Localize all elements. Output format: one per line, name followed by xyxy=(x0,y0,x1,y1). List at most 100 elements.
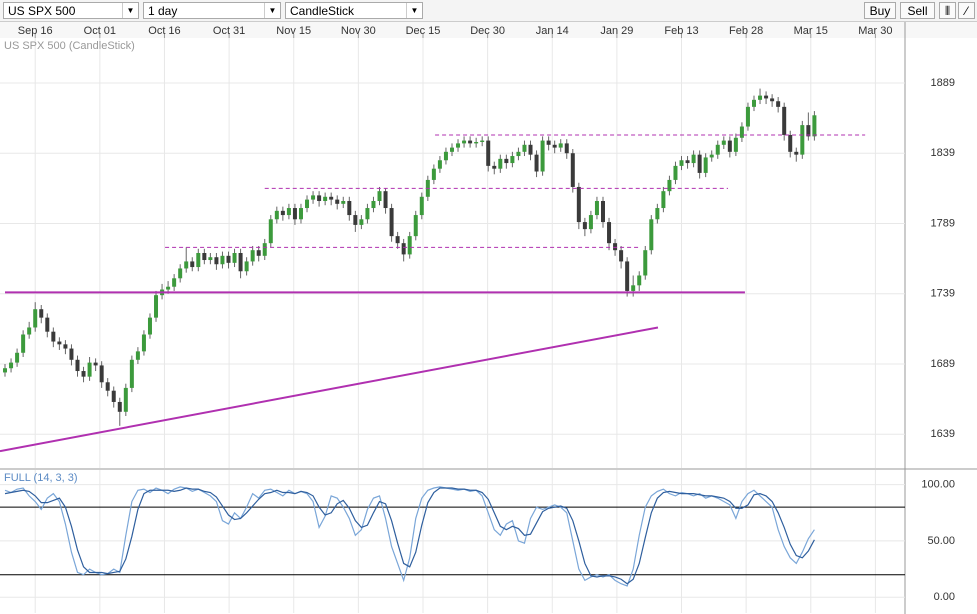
candle-body xyxy=(305,199,310,209)
candle-body xyxy=(214,257,219,265)
candle-body xyxy=(238,253,243,272)
stoch-line xyxy=(4,487,815,585)
candle-body xyxy=(745,106,750,127)
candle-body xyxy=(733,137,738,152)
candle-body xyxy=(449,147,454,152)
candle-body xyxy=(715,144,720,155)
candle-body xyxy=(123,387,128,412)
candle-body xyxy=(298,208,303,220)
candle-body xyxy=(3,368,8,373)
candle-body xyxy=(69,348,74,360)
candle-body xyxy=(564,143,569,154)
candle-body xyxy=(739,126,744,138)
type-select[interactable]: CandleStick ▼ xyxy=(285,2,423,19)
candle-body xyxy=(311,195,316,200)
line-icon[interactable]: ⁄ xyxy=(958,2,975,19)
candle-body xyxy=(87,362,92,377)
candle-body xyxy=(129,359,134,388)
candle-body xyxy=(117,401,122,412)
candle-body xyxy=(776,101,781,107)
candle-body xyxy=(528,144,533,155)
candle-body xyxy=(619,250,624,262)
candle-body xyxy=(111,390,116,402)
candle-body xyxy=(486,140,491,166)
candle-body xyxy=(474,141,479,144)
candle-body xyxy=(679,160,684,166)
x-tick-label: Sep 16 xyxy=(18,25,53,37)
candle-body xyxy=(570,153,575,187)
candle-body xyxy=(292,208,297,220)
candle-body xyxy=(770,98,775,102)
candle-body xyxy=(347,201,352,216)
candle-body xyxy=(419,196,424,216)
candle-body xyxy=(546,140,551,145)
candle-body xyxy=(661,191,666,209)
period-select[interactable]: 1 day ▼ xyxy=(143,2,281,19)
candle-body xyxy=(389,208,394,237)
candle-body xyxy=(27,327,32,335)
candle-body xyxy=(480,140,485,142)
chart: Sep 16 Oct 01 Oct 16 Oct 31 Nov 15 Nov 30 Dec … xyxy=(0,22,977,614)
candle-body xyxy=(178,268,183,279)
candle-body xyxy=(456,143,461,148)
candle-body xyxy=(504,158,509,164)
sell-button[interactable]: Sell xyxy=(900,2,935,19)
candle-body xyxy=(413,215,418,237)
candle-body xyxy=(709,154,714,158)
candle-body xyxy=(395,236,400,244)
candle-body xyxy=(371,201,376,209)
x-tick-label: Dec 30 xyxy=(470,25,505,37)
candle-body xyxy=(196,253,201,268)
candle-body xyxy=(468,140,473,144)
x-tick-label: Jan 29 xyxy=(600,25,633,37)
candle-body xyxy=(594,201,599,216)
candle-body xyxy=(607,222,612,244)
candle-body xyxy=(655,208,660,220)
candle-body xyxy=(323,196,328,202)
candle-body xyxy=(359,219,364,225)
y-tick-label: 1639 xyxy=(931,428,955,440)
x-tick-label: Oct 16 xyxy=(148,25,180,37)
candle-body xyxy=(758,95,763,100)
candle-body xyxy=(751,99,756,107)
x-tick-label: Nov 30 xyxy=(341,25,376,37)
candle-body xyxy=(806,125,811,137)
candle-body xyxy=(184,261,189,269)
candle-body xyxy=(588,215,593,230)
y-tick-label: 100.00 xyxy=(921,479,955,491)
symbol-select[interactable]: US SPX 500 ▼ xyxy=(3,2,139,19)
candle-body xyxy=(286,208,291,216)
x-tick-label: Feb 13 xyxy=(664,25,698,37)
candle-body xyxy=(33,309,38,328)
candle-body xyxy=(329,196,334,200)
y-tick-label: 50.00 xyxy=(927,535,955,547)
candle-body xyxy=(93,362,98,366)
candle-body xyxy=(141,334,146,352)
candle-body xyxy=(341,201,346,204)
y-tick-label: 1889 xyxy=(931,77,955,89)
panel-title: US SPX 500 (CandleStick) xyxy=(4,40,135,52)
candle-body xyxy=(256,250,261,256)
candle-body xyxy=(232,253,237,263)
candle-body xyxy=(105,382,110,391)
y-tick-label: 1689 xyxy=(931,358,955,370)
y-tick-label: 1739 xyxy=(931,288,955,300)
candle-body xyxy=(576,186,581,223)
candle-body xyxy=(437,160,442,169)
x-tick-label: Mar 15 xyxy=(794,25,828,37)
candle-body xyxy=(208,257,213,261)
candle-body xyxy=(383,191,388,209)
candle-body xyxy=(498,158,503,169)
candle-body xyxy=(75,359,80,372)
candle-body xyxy=(63,344,68,349)
candle-icon[interactable]: ⫴ xyxy=(939,2,956,19)
candle-body xyxy=(280,210,285,216)
buy-button[interactable]: Buy xyxy=(864,2,896,19)
candle-body xyxy=(613,243,618,251)
candle-body xyxy=(558,143,563,148)
candle-body xyxy=(250,250,255,262)
candle-body xyxy=(431,168,436,180)
candle-body xyxy=(631,285,636,291)
candle-body xyxy=(703,157,708,173)
candle-body xyxy=(166,286,171,290)
